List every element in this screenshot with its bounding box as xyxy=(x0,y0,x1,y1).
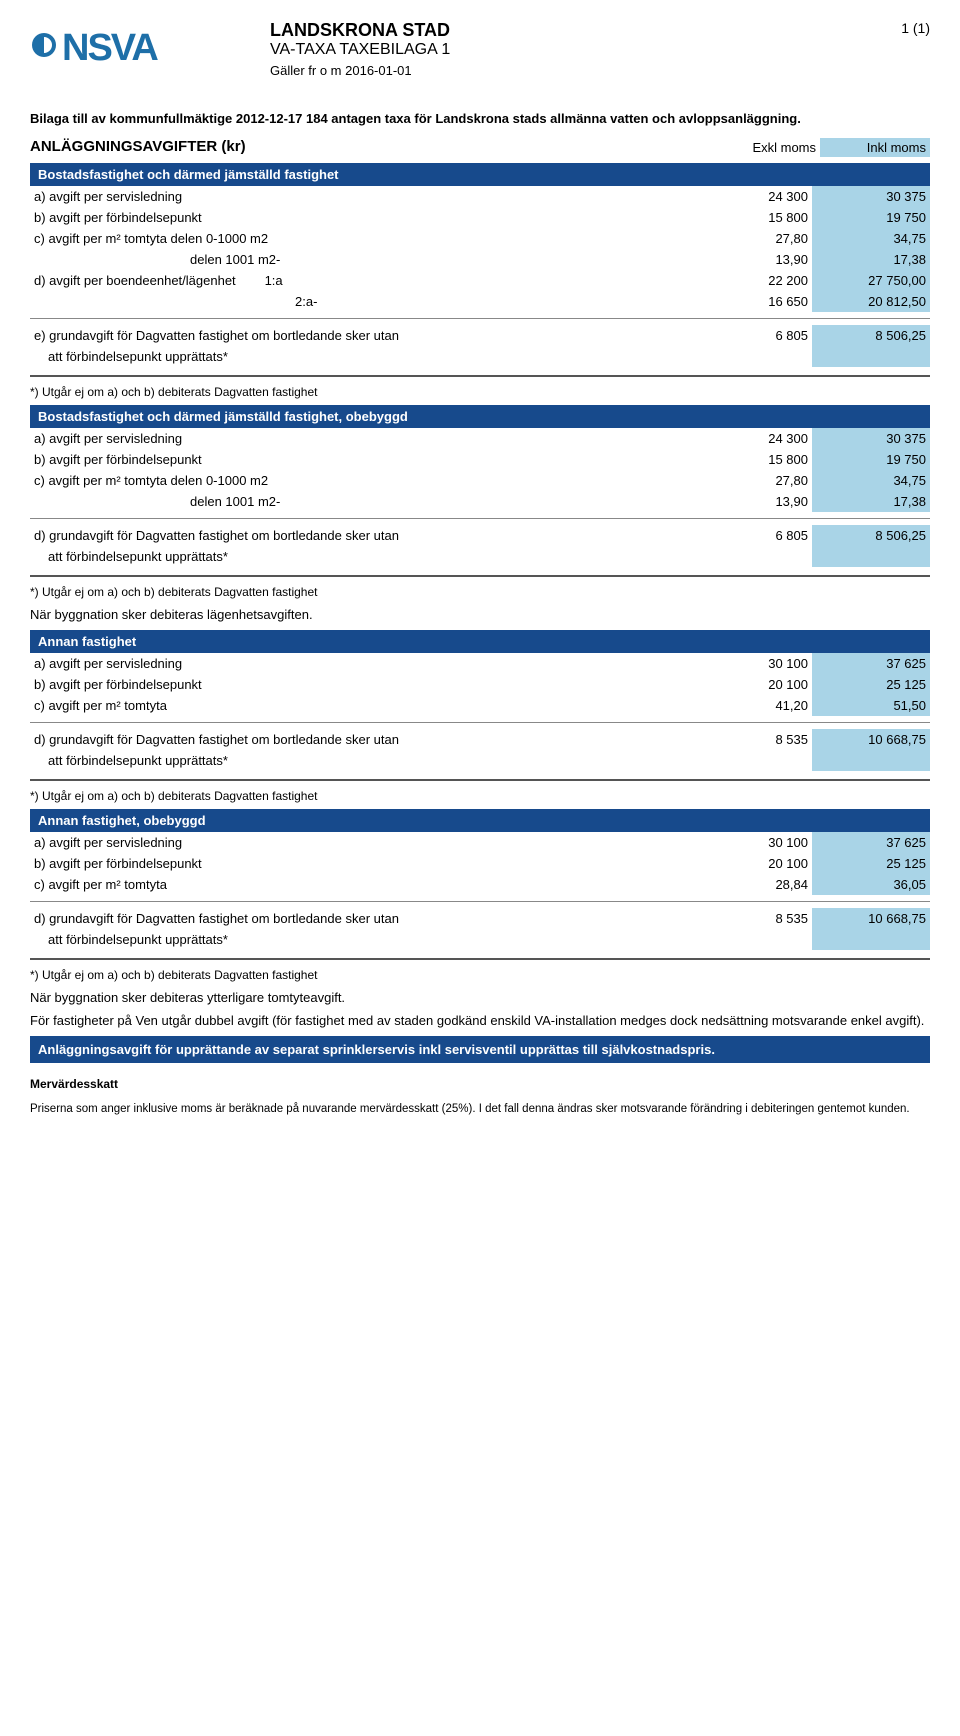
section5-title: Anläggningsavgift för upprättande av sep… xyxy=(30,1036,930,1063)
table-row: att förbindelsepunkt upprättats* xyxy=(30,346,930,367)
svg-text:NSVA: NSVA xyxy=(62,27,158,69)
table-row: c) avgift per m² tomtyta28,8436,05 xyxy=(30,874,930,895)
table-row: d) grundavgift för Dagvatten fastighet o… xyxy=(30,908,930,929)
table-row: a) avgift per servisledning24 30030 375 xyxy=(30,428,930,449)
table-row: b) avgift per förbindelsepunkt20 10025 1… xyxy=(30,674,930,695)
section4-table: a) avgift per servisledning30 10037 625 … xyxy=(30,832,930,895)
table-row: 2:a-16 65020 812,50 xyxy=(30,291,930,312)
section1-title: Bostadsfastighet och därmed jämställd fa… xyxy=(30,163,930,186)
section4-after2: För fastigheter på Ven utgår dubbel avgi… xyxy=(30,1013,930,1028)
section2-table: a) avgift per servisledning24 30030 375 … xyxy=(30,428,930,512)
table-row: c) avgift per m² tomtyta delen 0-1000 m2… xyxy=(30,228,930,249)
column-heads: ANLÄGGNINGSAVGIFTER (kr) Exkl moms Inkl … xyxy=(30,138,930,157)
intro-text: Bilaga till av kommunfullmäktige 2012-12… xyxy=(30,111,930,126)
table-row: e) grundavgift för Dagvatten fastighet o… xyxy=(30,325,930,346)
table-row: b) avgift per förbindelsepunkt15 80019 7… xyxy=(30,449,930,470)
table-row: b) avgift per förbindelsepunkt15 80019 7… xyxy=(30,207,930,228)
section4-d: d) grundavgift för Dagvatten fastighet o… xyxy=(30,908,930,950)
table-row: d) avgift per boendeenhet/lägenhet 1:a22… xyxy=(30,270,930,291)
main-heading: ANLÄGGNINGSAVGIFTER (kr) xyxy=(30,138,246,157)
table-row: c) avgift per m² tomtyta delen 0-1000 m2… xyxy=(30,470,930,491)
section3-note: *) Utgår ej om a) och b) debiterats Dagv… xyxy=(30,789,930,803)
divider xyxy=(30,722,930,723)
table-row: att förbindelsepunkt upprättats* xyxy=(30,929,930,950)
section1-table: a) avgift per servisledning24 30030 375 … xyxy=(30,186,930,312)
section3-table: a) avgift per servisledning30 10037 625 … xyxy=(30,653,930,716)
divider xyxy=(30,779,930,781)
section1-e: e) grundavgift för Dagvatten fastighet o… xyxy=(30,325,930,367)
table-row: a) avgift per servisledning24 30030 375 xyxy=(30,186,930,207)
table-row: d) grundavgift för Dagvatten fastighet o… xyxy=(30,729,930,750)
section4-note: *) Utgår ej om a) och b) debiterats Dagv… xyxy=(30,968,930,982)
footer-text: Priserna som anger inklusive moms är ber… xyxy=(30,1103,930,1115)
nsva-logo: NSVA xyxy=(30,20,230,70)
footer-head: Mervärdesskatt xyxy=(30,1077,930,1091)
header-text: LANDSKRONA STAD VA-TAXA TAXEBILAGA 1 Gäl… xyxy=(270,20,841,91)
col-inkl: Inkl moms xyxy=(820,138,930,157)
section1-note: *) Utgår ej om a) och b) debiterats Dagv… xyxy=(30,385,930,399)
divider xyxy=(30,375,930,377)
divider xyxy=(30,901,930,902)
header-effective: Gäller fr o m 2016-01-01 xyxy=(270,63,841,78)
section2-note: *) Utgår ej om a) och b) debiterats Dagv… xyxy=(30,585,930,599)
table-row: a) avgift per servisledning30 10037 625 xyxy=(30,653,930,674)
table-row: b) avgift per förbindelsepunkt20 10025 1… xyxy=(30,853,930,874)
table-row: a) avgift per servisledning30 10037 625 xyxy=(30,832,930,853)
table-row: att förbindelsepunkt upprättats* xyxy=(30,750,930,771)
section2-d: d) grundavgift för Dagvatten fastighet o… xyxy=(30,525,930,567)
table-row: delen 1001 m2-13,9017,38 xyxy=(30,491,930,512)
divider xyxy=(30,318,930,319)
table-row: delen 1001 m2-13,9017,38 xyxy=(30,249,930,270)
divider xyxy=(30,518,930,519)
table-row: att förbindelsepunkt upprättats* xyxy=(30,546,930,567)
table-row: d) grundavgift för Dagvatten fastighet o… xyxy=(30,525,930,546)
divider xyxy=(30,958,930,960)
section4-after1: När byggnation sker debiteras ytterligar… xyxy=(30,990,930,1005)
section3-d: d) grundavgift för Dagvatten fastighet o… xyxy=(30,729,930,771)
header-title: LANDSKRONA STAD xyxy=(270,20,841,41)
header-subtitle: VA-TAXA TAXEBILAGA 1 xyxy=(270,41,841,59)
table-row: c) avgift per m² tomtyta41,2051,50 xyxy=(30,695,930,716)
col-exkl: Exkl moms xyxy=(710,138,820,157)
section4-title: Annan fastighet, obebyggd xyxy=(30,809,930,832)
section2-title: Bostadsfastighet och därmed jämställd fa… xyxy=(30,405,930,428)
header: NSVA LANDSKRONA STAD VA-TAXA TAXEBILAGA … xyxy=(30,20,930,91)
section3-title: Annan fastighet xyxy=(30,630,930,653)
section2-after: När byggnation sker debiteras lägenhetsa… xyxy=(30,607,930,622)
page-number: 1 (1) xyxy=(841,20,930,36)
divider xyxy=(30,575,930,577)
